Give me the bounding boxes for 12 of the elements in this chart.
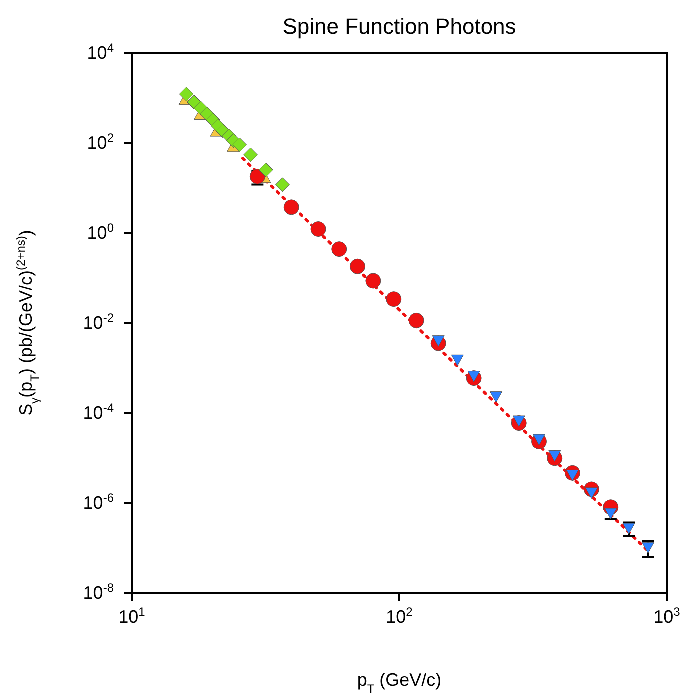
- y-tick-label: 10$^{-2}$: [83, 311, 114, 333]
- y-tick-label: 10$^{-6}$: [83, 491, 114, 513]
- y-tick-label: 10$^{2}$: [87, 131, 114, 153]
- x-axis-title: p$_{T}$ (GeV/c): [357, 670, 442, 696]
- x-tick-label: 10$^{3}$: [654, 605, 681, 627]
- x-tick-label: 10$^{2}$: [386, 605, 414, 627]
- y-tick-label: 10$^{-4}$: [83, 401, 114, 423]
- x-tick-label: 10$^{1}$: [118, 605, 146, 627]
- y-tick-label: 10$^{-8}$: [83, 581, 114, 603]
- chart-title: Spine Function Photons: [282, 14, 518, 40]
- y-tick-label: 10$^{0}$: [87, 221, 114, 243]
- y-tick-label: 10$^{4}$: [87, 41, 114, 63]
